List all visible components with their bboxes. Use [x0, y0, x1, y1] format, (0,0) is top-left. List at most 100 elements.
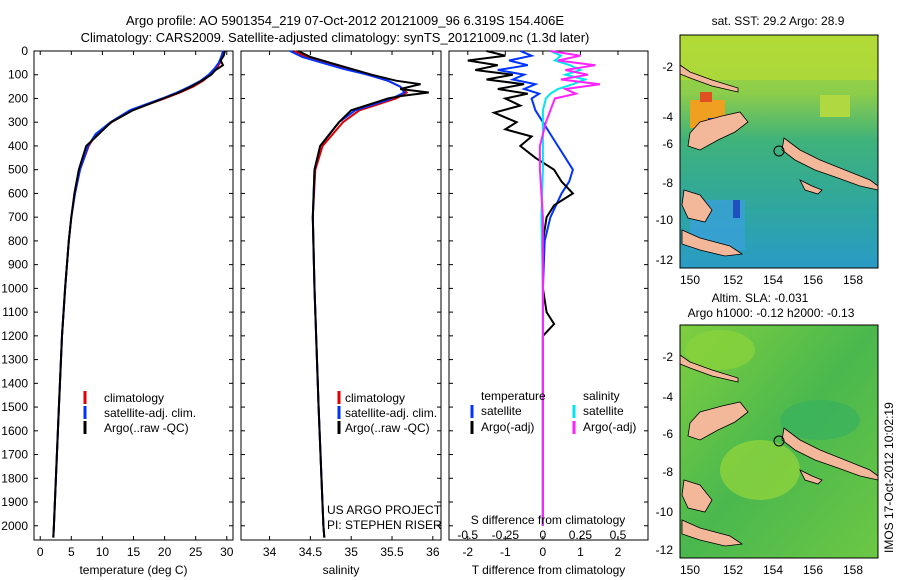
sst-xtick: 150 [680, 273, 700, 287]
temperature-panel: 0100200300400500600700800900100011001200… [1, 44, 233, 577]
x-axis-label: temperature (deg C) [79, 563, 187, 577]
sla-map-title1: Altim. SLA: -0.031 [712, 291, 809, 305]
sla-xtick: 156 [803, 563, 823, 577]
legend-salinity-title: salinity [583, 389, 620, 403]
x-tick-label: 20 [158, 545, 172, 559]
project-label: US ARGO PROJECT [327, 503, 442, 517]
axes-frame [448, 50, 649, 541]
depth-tick-label: 800 [8, 234, 28, 248]
title-line2: Climatology: CARS2009. Satellite-adjuste… [81, 30, 590, 45]
png-land [681, 189, 713, 223]
sla-map-title2: Argo h1000: -0.12 h2000: -0.13 [688, 306, 855, 320]
legend-argo: Argo(..raw -QC) [104, 421, 189, 435]
sla-xtick: 158 [843, 563, 863, 577]
sla-high-patch [685, 330, 755, 370]
png-coast-land [681, 519, 744, 547]
depth-tick-label: 200 [8, 91, 28, 105]
depth-tick-label: 100 [8, 68, 28, 82]
sst-ytick: -2 [662, 60, 673, 74]
sst-cold-cells [733, 200, 740, 218]
x-tick-label: 0 [37, 545, 44, 559]
s-tick-label: 0.5 [610, 528, 627, 542]
sla-map: Altim. SLA: -0.031 Argo h1000: -0.12 h20… [656, 291, 879, 577]
x-axis-label: T difference from climatology [472, 563, 626, 577]
sst-xtick: 154 [763, 273, 783, 287]
png-land [681, 479, 713, 513]
legend-satellite: satellite-adj. clim. [104, 406, 196, 420]
sst-warm-band [680, 35, 878, 80]
x-tick-label: 0 [540, 545, 547, 559]
pi-label: PI: STEPHEN RISER [327, 518, 442, 532]
sst-map-frame [679, 34, 879, 269]
x-tick-label: 5 [68, 545, 75, 559]
x-tick-label: 35.5 [380, 545, 404, 559]
sla-ytick: -12 [656, 543, 674, 557]
depth-tick-label: 2000 [1, 519, 28, 533]
depth-tick-label: 1300 [1, 353, 28, 367]
depth-tick-label: 1100 [2, 305, 28, 319]
x-tick-label: 35 [345, 545, 359, 559]
sla-ytick: -2 [662, 350, 673, 364]
png-coast-land [681, 229, 744, 257]
sst-map: sat. SST: 29.2 Argo: 28.9 -2 -4 -6 -8 -1… [656, 14, 879, 287]
title-line1: Argo profile: AO 5901354_219 07-Oct-2012… [126, 13, 564, 28]
series-line-t-satellite [497, 50, 574, 526]
new-britain-land [687, 401, 749, 441]
new-britain-land [687, 111, 749, 151]
depth-tick-label: 600 [8, 186, 28, 200]
salinity-panel: 34 34.5 35 35.5 36 salinity [240, 50, 442, 577]
s-tick-label: 0.25 [569, 528, 593, 542]
x-tick-label: 34.5 [299, 545, 323, 559]
axes-frame [33, 50, 234, 541]
depth-tick-label: 300 [8, 115, 28, 129]
argo-location-marker [773, 145, 785, 157]
sst-xtick: 158 [843, 273, 863, 287]
depth-tick-label: 400 [8, 139, 28, 153]
x-tick-label: 34 [263, 545, 277, 559]
sla-xtick: 154 [763, 563, 783, 577]
legend-s-satellite: satellite [583, 404, 624, 418]
sla-ytick: -6 [662, 427, 673, 441]
depth-tick-label: 1800 [1, 471, 28, 485]
legend-t-satellite: satellite [481, 404, 522, 418]
x-tick-label: -2 [462, 545, 473, 559]
depth-tick-label: 0 [21, 44, 28, 58]
difference-panel: -2 -1 0 1 2 -0.5 -0.25 0 0.25 0.5 T difference fro… [448, 50, 649, 577]
sst-hot-spot [700, 92, 712, 102]
axes-frame [240, 50, 442, 541]
imos-side-label: IMOS 17-Oct-2012 10:02:19 [882, 402, 896, 553]
sla-xtick: 150 [680, 563, 700, 577]
sla-high-patch [720, 440, 800, 500]
x-tick-label: 2 [615, 545, 622, 559]
sst-map-title: sat. SST: 29.2 Argo: 28.9 [712, 14, 845, 28]
sst-xtick: 152 [723, 273, 743, 287]
sst-ytick: -12 [656, 253, 674, 267]
s-tick-label: -0.5 [457, 528, 478, 542]
depth-tick-label: 1400 [1, 376, 28, 390]
legend-climatology: climatology [345, 391, 405, 405]
temperature-legend: climatology satellite-adj. clim. Argo(..… [83, 391, 196, 435]
depth-tick-label: 900 [8, 258, 28, 272]
sla-map-frame [679, 324, 879, 559]
legend-s-argo: Argo(-adj) [583, 420, 636, 434]
legend-argo: Argo(..raw -QC) [345, 421, 430, 435]
series-line-s-argo-adj- [538, 50, 601, 526]
sla-ytick: -10 [656, 505, 674, 519]
depth-tick-label: 1200 [1, 329, 28, 343]
x-tick-label: 1 [577, 545, 584, 559]
series-line-argo-raw-qc- [52, 50, 226, 538]
sla-ytick: -8 [662, 465, 673, 479]
new-ireland-land [679, 64, 739, 93]
sst-patch [820, 95, 850, 117]
sst-ytick: -6 [662, 137, 673, 151]
legend-t-argo: Argo(-adj) [481, 420, 534, 434]
depth-tick-label: 700 [8, 210, 28, 224]
x-tick-label: 15 [127, 545, 141, 559]
x-tick-label: 36 [426, 545, 440, 559]
x-tick-label: -1 [500, 545, 511, 559]
x-tick-label: 25 [189, 545, 203, 559]
legend-satellite: satellite-adj. clim. [345, 406, 437, 420]
legend-temperature-title: temperature [481, 389, 546, 403]
sst-ytick: -8 [662, 176, 673, 190]
